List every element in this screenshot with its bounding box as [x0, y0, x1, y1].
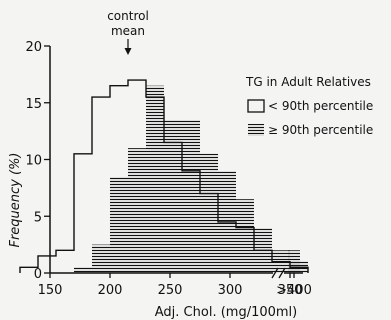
hatched-bar: [110, 176, 128, 273]
y-tick-label: 0: [34, 267, 42, 282]
annotation-line-1: control: [107, 9, 149, 23]
y-axis-title: Frequency (%): [8, 152, 23, 247]
x-ticks: 150 200 250 300 350>400: [38, 273, 312, 298]
y-ticks: 0 5 10 15 20: [25, 40, 50, 282]
legend-swatch-outline: [247, 99, 265, 113]
x-tick-label: 250: [158, 283, 183, 298]
hatched-bar: [200, 153, 218, 273]
hatched-bar: [92, 244, 110, 273]
hatched-bars-layer: [74, 85, 308, 274]
hatched-bar: [236, 199, 254, 273]
y-tick-label: 15: [25, 97, 42, 112]
hatched-bar: [164, 119, 182, 274]
axis-break-slash: [278, 267, 286, 279]
x-axis-title: Adj. Chol. (mg/100ml): [155, 305, 297, 320]
outline-histogram: [19, 79, 309, 273]
legend-swatch-hatched: [248, 124, 264, 136]
hatched-bar: [128, 148, 146, 273]
annotation-arrowhead: [124, 48, 132, 55]
annotation-line-2: mean: [111, 24, 145, 38]
hatched-bar: [146, 85, 164, 273]
x-tick-label: 150: [38, 283, 63, 298]
y-tick-label: 20: [25, 40, 42, 55]
overflow-hatched-bar: [288, 250, 300, 273]
x-tick-label: 200: [98, 283, 123, 298]
y-tick-label: 5: [34, 210, 42, 225]
legend-title: TG in Adult Relatives: [245, 75, 371, 89]
x-axis-break-mark: [271, 267, 286, 279]
x-tick-label: 300: [218, 283, 243, 298]
legend-entry-outline: < 90th percentile: [268, 99, 373, 113]
legend: TG in Adult Relatives < 90th percentile …: [245, 75, 373, 137]
overflow-bars-layer: [288, 250, 300, 273]
y-tick-label: 10: [25, 154, 42, 169]
axis-break-slash: [271, 267, 279, 279]
x-tick-label: 350: [278, 283, 303, 298]
hatched-bar: [74, 267, 92, 273]
control-mean-annotation: control mean: [107, 9, 149, 55]
hatched-bar: [182, 119, 200, 274]
x-tick-label-overflow: >400: [276, 283, 312, 298]
outline-bars-layer: [19, 79, 309, 273]
legend-entry-hatched: ≥ 90th percentile: [268, 123, 373, 137]
